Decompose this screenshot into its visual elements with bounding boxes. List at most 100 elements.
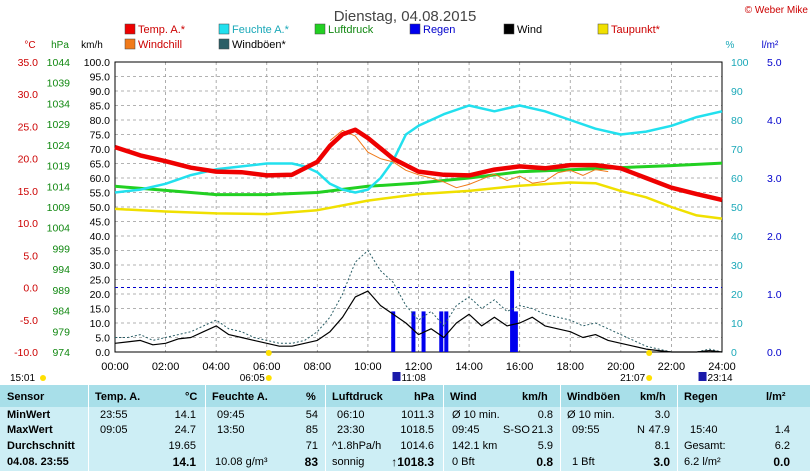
x-tick: 12:00 [405,361,433,373]
axis-tick-pressure: 994 [52,264,70,276]
boen-max: 47.9 [648,424,670,436]
axis-tick-humidity: 100 [731,57,749,69]
boen-bft: 1 Bft [572,456,595,468]
row-label-max: MaxWert [7,424,53,436]
x-tick: 20:00 [607,361,635,373]
axis-tick-wind: 25.0 [90,275,111,287]
axis-tick-pressure: 1004 [47,223,71,235]
legend-swatch [314,23,326,35]
rain-bar [510,270,515,352]
event-time: 06:05 [240,373,265,384]
axis-tick-temp: 35.0 [18,57,39,69]
axis-tick-humidity: 30 [731,260,743,272]
feuchte-min-time: 09:45 [217,409,245,421]
axis-tick-wind: 50.0 [90,202,111,214]
x-tick: 08:00 [304,361,332,373]
legend-swatch [409,23,421,35]
sun-icon [40,375,46,381]
axis-tick-wind: 100.0 [84,57,110,69]
feuchte-avg: 71 [305,440,318,452]
axis-tick-pressure: 974 [52,347,70,359]
rain-icon [392,372,401,381]
stats-table: Sensor MinWert MaxWert Durchschnitt 04.0… [0,385,810,471]
axis-tick-wind: 45.0 [90,217,111,229]
boen-unit: km/h [640,391,666,403]
x-tick: 04:00 [202,361,230,373]
axis-tick-temp: 25.0 [18,121,39,133]
axis-tick-rain: 5.0 [767,57,782,69]
regen-unit: l/m² [766,391,786,403]
event-time: 21:07 [620,373,645,384]
feuchte-max-time: 13:50 [217,424,245,436]
x-tick: 02:00 [152,361,180,373]
series-line [114,104,723,194]
axis-tick-temp: 0.0 [23,283,38,295]
rain-bar [439,311,444,352]
sun-icon [646,350,653,356]
pressure-axis-unit: hPa [51,40,69,51]
axis-tick-humidity: 50 [731,202,743,214]
event-time: 11:08 [401,373,426,384]
axis-tick-humidity: 40 [731,231,743,243]
axis-tick-temp: 15.0 [18,186,39,198]
x-tick: 00:00 [101,361,129,373]
temp-min-time: 23:55 [100,409,128,421]
luft-head: Luftdruck [332,391,383,403]
regen-head: Regen [684,391,718,403]
wind-head: Wind [450,391,477,403]
axis-tick-temp: -5.0 [20,315,38,327]
axis-tick-pressure: 1034 [47,98,71,110]
feuchte-current: 83 [304,455,318,469]
legend-label: Taupunkt* [611,24,661,36]
axis-tick-humidity: 10 [731,318,743,330]
axis-tick-pressure: 1009 [47,202,71,214]
wind-max-time: 09:45 [452,424,480,436]
axis-tick-wind: 40.0 [90,231,111,243]
legend-swatch [124,23,136,35]
temp-axis-unit: °C [24,40,35,51]
axis-tick-pressure: 984 [52,306,70,318]
row-label-sensor: Sensor [7,391,45,403]
boen-max-time: 09:55 [572,424,600,436]
axis-tick-wind: 20.0 [90,289,111,301]
regen-max-time: 15:40 [690,424,718,436]
boen-min: 3.0 [654,409,670,421]
sun-icon [646,375,653,381]
wind-bft: 0 Bft [452,456,475,468]
axis-tick-pressure: 999 [52,243,70,255]
x-tick: 22:00 [658,361,686,373]
temp-max: 24.7 [174,424,196,436]
feuchte-min: 54 [305,409,318,421]
wind-current: 0.8 [536,455,553,469]
sun-icon [265,350,272,356]
axis-tick-pressure: 1029 [47,119,71,131]
axis-tick-temp: 10.0 [18,218,39,230]
axis-tick-rain: 2.0 [767,231,782,243]
axis-tick-temp: 30.0 [18,89,39,101]
wind-max: 21.3 [531,424,553,436]
axis-tick-humidity: 70 [731,144,743,156]
chart-title: Dienstag, 04.08.2015 [334,8,477,25]
regen-current: 0.0 [773,455,790,469]
luft-max-time: 23:30 [337,424,365,436]
temp-min: 14.1 [174,409,196,421]
wind-unit: km/h [522,391,548,403]
legend-label: Temp. A.* [138,24,186,36]
luft-forecast: sonnig [332,456,365,468]
axis-tick-wind: 65.0 [90,159,111,171]
legend-label: Luftdruck [328,24,374,36]
boen-min-time: Ø 10 min. [567,409,615,421]
axis-tick-wind: 5.0 [95,333,110,345]
series-line [114,127,723,203]
regen-total-label: Gesamt: [684,440,726,452]
x-tick: 06:00 [253,361,281,373]
wind-min: 0.8 [537,409,553,421]
axis-tick-rain: 3.0 [767,173,782,185]
series-line [114,181,723,220]
legend-swatch [124,38,136,50]
axis-tick-wind: 80.0 [90,115,111,127]
legend-swatch [503,23,515,35]
wind-distance: 142.1 km [452,440,498,452]
legend-label: Wind [517,24,542,36]
axis-tick-wind: 75.0 [90,130,111,142]
